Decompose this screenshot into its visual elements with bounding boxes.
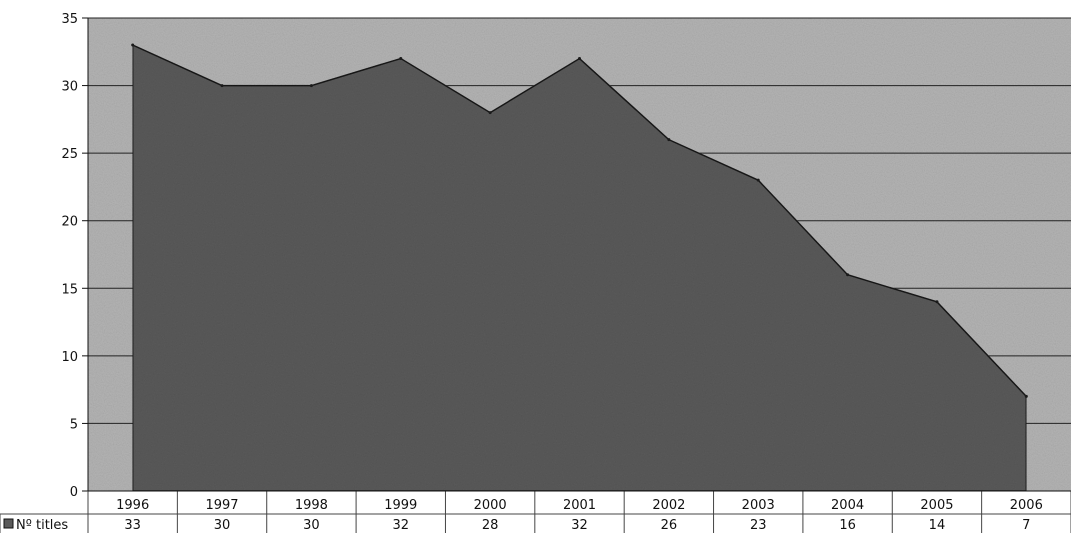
table-value-cell: 32 xyxy=(571,518,588,533)
x-category-label: 2000 xyxy=(474,498,507,513)
y-tick-label: 20 xyxy=(61,215,78,230)
x-category-label: 2005 xyxy=(920,498,953,513)
x-category-label: 1996 xyxy=(116,498,149,513)
y-tick-label: 30 xyxy=(61,80,78,95)
y-tick-label: 0 xyxy=(70,485,78,500)
table-value-cell: 7 xyxy=(1022,518,1030,533)
table-value-cell: 33 xyxy=(124,518,141,533)
x-category-label: 2003 xyxy=(742,498,775,513)
table-value-cell: 16 xyxy=(839,518,856,533)
area-point xyxy=(488,111,492,115)
y-tick-label: 10 xyxy=(61,350,78,365)
area-series-n-titles xyxy=(131,43,1028,492)
area-point xyxy=(756,178,760,182)
area-point xyxy=(309,84,313,88)
table-value-cell: 30 xyxy=(303,518,320,533)
data-table: 1996 33 1997 30 1998 30 1999 32 2000 28 2001 32 2002… xyxy=(0,491,1071,533)
y-tick-label: 15 xyxy=(61,282,78,297)
x-category-label: 2002 xyxy=(652,498,685,513)
area-point xyxy=(399,57,403,61)
legend-swatch xyxy=(3,518,14,529)
area-point xyxy=(220,84,224,88)
x-category-label: 2004 xyxy=(831,498,864,513)
table-value-cell: 28 xyxy=(482,518,499,533)
y-tick-label: 35 xyxy=(61,12,78,27)
area-point xyxy=(935,300,939,304)
table-value-cell: 32 xyxy=(392,518,409,533)
y-tick-label: 25 xyxy=(61,147,78,162)
area-point xyxy=(578,57,581,61)
table-value-cell: 14 xyxy=(929,518,946,533)
table-value-cell: 30 xyxy=(214,518,231,533)
x-category-label: 1998 xyxy=(295,498,328,513)
area-point xyxy=(846,273,850,277)
x-category-label: 1999 xyxy=(384,498,417,513)
area-point xyxy=(667,138,671,142)
y-axis: 0 5 10 15 20 25 30 35 xyxy=(61,12,89,500)
x-category-label: 1997 xyxy=(205,498,238,513)
area-point xyxy=(131,43,135,47)
area-point xyxy=(1024,394,1028,398)
x-category-label: 2006 xyxy=(1010,498,1043,513)
table-value-cell: 26 xyxy=(661,518,678,533)
x-category-label: 2001 xyxy=(563,498,596,513)
y-tick-label: 5 xyxy=(70,417,78,432)
legend-label: Nº titles xyxy=(16,518,68,533)
table-value-cell: 23 xyxy=(750,518,767,533)
